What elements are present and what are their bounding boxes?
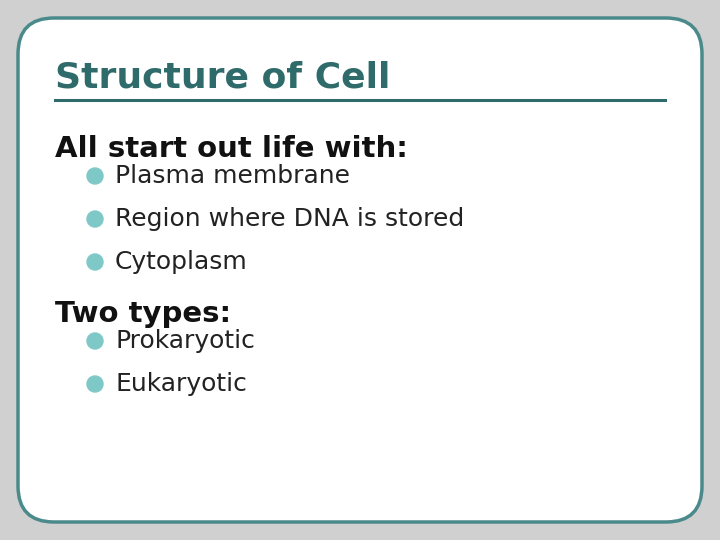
Text: Structure of Cell: Structure of Cell: [55, 61, 390, 95]
Text: Region where DNA is stored: Region where DNA is stored: [115, 207, 464, 231]
Text: Plasma membrane: Plasma membrane: [115, 164, 350, 188]
Circle shape: [87, 376, 103, 392]
Circle shape: [87, 254, 103, 270]
Circle shape: [87, 168, 103, 184]
FancyBboxPatch shape: [18, 18, 702, 522]
Text: Cytoplasm: Cytoplasm: [115, 250, 248, 274]
Circle shape: [87, 333, 103, 349]
Circle shape: [87, 211, 103, 227]
Text: Eukaryotic: Eukaryotic: [115, 372, 247, 396]
Text: Prokaryotic: Prokaryotic: [115, 329, 255, 353]
Text: All start out life with:: All start out life with:: [55, 135, 408, 163]
Text: Two types:: Two types:: [55, 300, 231, 328]
